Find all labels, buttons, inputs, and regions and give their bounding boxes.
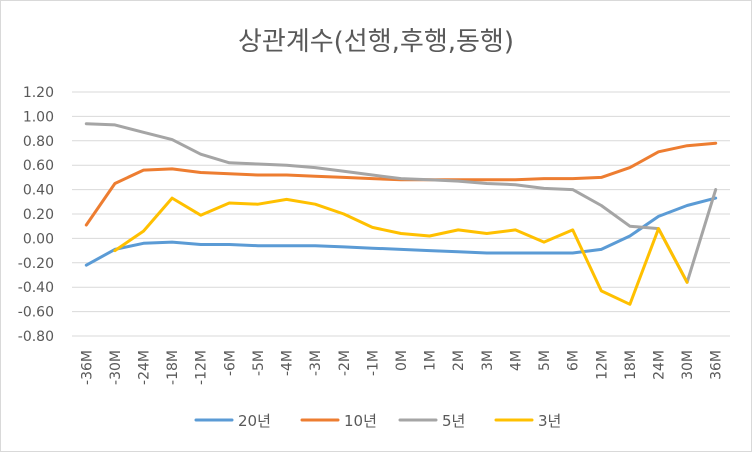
y-tick-label: -0.60: [18, 305, 54, 321]
x-tick-label: 18M: [623, 350, 639, 380]
legend-label: 3년: [538, 412, 561, 430]
x-tick-label: 30M: [680, 350, 696, 380]
x-tick-label: 12M: [594, 350, 610, 380]
y-tick-label: -0.80: [18, 329, 54, 345]
x-tick-label: -6M: [222, 350, 238, 376]
x-tick-label: -4M: [280, 350, 296, 376]
series-line-1: [84, 196, 718, 267]
y-tick-label: 1.00: [23, 109, 54, 125]
x-tick-label: -18M: [165, 350, 181, 385]
legend-label: 20년: [238, 412, 271, 430]
series-line-3: [84, 122, 718, 284]
grid-layer: [72, 91, 730, 337]
legend-label: 5년: [442, 412, 465, 430]
legend: 20년 10년 5년 3년: [194, 412, 561, 430]
x-tick-label: 4M: [508, 350, 524, 371]
x-tick-label: 1M: [423, 350, 439, 371]
x-tick-label: -24M: [137, 350, 153, 385]
x-tick-label: -2M: [337, 350, 353, 376]
x-tick-label: 6M: [566, 350, 582, 371]
x-tick-label: -1M: [365, 350, 381, 376]
y-tick-label: 0.80: [23, 134, 54, 150]
x-tick-label: 3M: [480, 350, 496, 371]
chart-title: 상관계수(선행,후행,동행): [238, 27, 514, 57]
x-tick-label: -30M: [108, 350, 124, 385]
x-tick-label: 2M: [451, 350, 467, 371]
legend-label: 10년: [344, 412, 377, 430]
series-line-4: [113, 196, 689, 306]
y-tick-label: 0.40: [23, 183, 54, 199]
y-tick-label: 0.60: [23, 158, 54, 174]
y-tick-label: 0.00: [23, 231, 54, 247]
x-tick-label: -5M: [251, 350, 267, 376]
y-tick-label: 0.20: [23, 207, 54, 223]
x-tick-label: -12M: [194, 350, 210, 385]
x-axis-ticks: -36M -30M -24M -18M -12M -6M -5M -4M -3M -2M -1M 0M…: [79, 350, 724, 385]
x-tick-label: -36M: [79, 350, 95, 385]
y-axis-ticks: 1.20 1.00 0.80 0.60 0.40 0.20 0.00 -0.20 -0.40 -0…: [18, 85, 54, 345]
series-layer: [84, 122, 718, 306]
x-tick-label: -3M: [308, 350, 324, 376]
y-tick-label: 1.20: [23, 85, 54, 101]
x-tick-label: 0M: [394, 350, 410, 371]
x-tick-label: 5M: [537, 350, 553, 371]
y-tick-label: -0.20: [18, 256, 54, 272]
x-tick-label: 24M: [651, 350, 667, 380]
x-tick-label: 36M: [709, 350, 725, 380]
y-tick-label: -0.40: [18, 280, 54, 296]
